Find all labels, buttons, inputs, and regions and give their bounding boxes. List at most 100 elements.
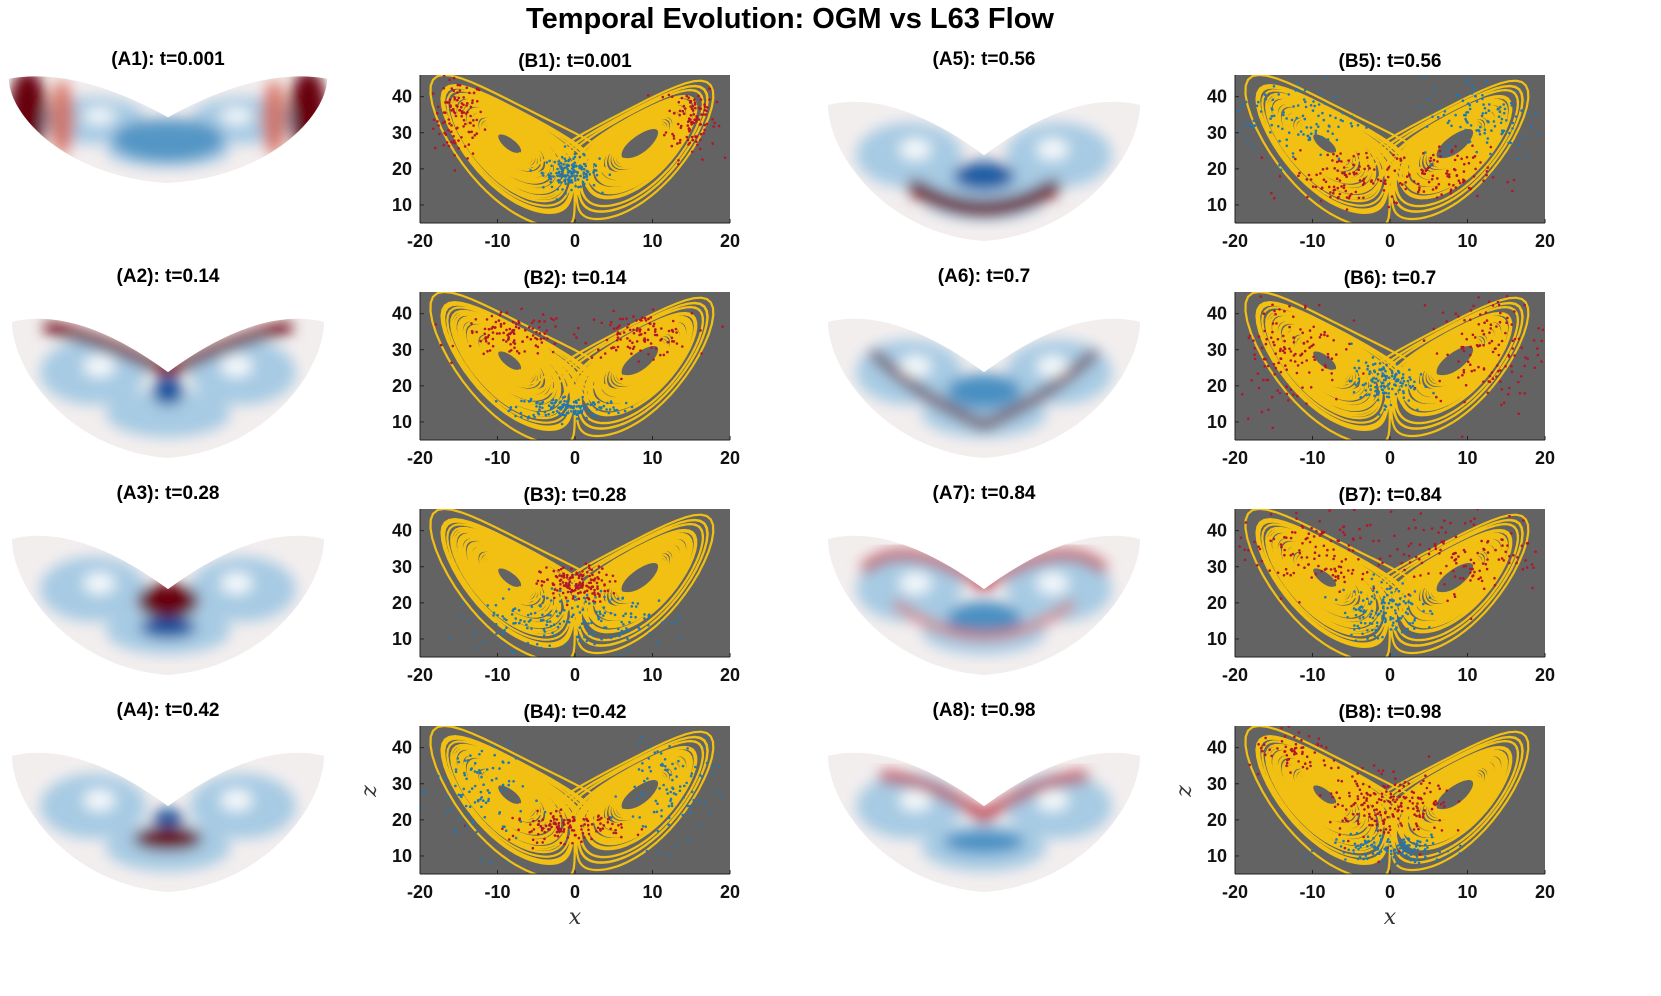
particle-point: [1466, 111, 1470, 114]
right-hole: [221, 789, 253, 811]
particle-point: [1533, 366, 1537, 370]
particle-point: [600, 579, 604, 582]
particle-point: [1379, 385, 1383, 388]
particle-point: [618, 654, 621, 657]
particle-point: [1429, 159, 1432, 163]
particle-point: [456, 98, 459, 102]
particle-point: [588, 602, 591, 605]
particle-point: [1515, 561, 1518, 565]
particle-point: [1419, 782, 1423, 785]
particle-point: [637, 626, 640, 629]
particle-point: [1462, 345, 1465, 349]
particle-point: [1389, 403, 1393, 407]
particle-point: [641, 735, 645, 739]
particle-point: [1422, 75, 1426, 78]
particle-point: [1323, 330, 1326, 334]
particle-point: [1394, 603, 1398, 606]
particle-point: [1371, 804, 1374, 808]
x-tick-label: 10: [1457, 882, 1477, 902]
particle-point: [1486, 137, 1490, 140]
particle-point: [536, 352, 540, 355]
particle-point: [691, 138, 695, 142]
particle-point: [585, 178, 589, 181]
particle-point: [541, 841, 544, 844]
particle-point: [573, 176, 577, 180]
particle-point: [1407, 782, 1410, 785]
particle-point: [1305, 402, 1308, 406]
particle-point: [1478, 133, 1482, 136]
particle-point: [1231, 505, 1234, 508]
particle-point: [565, 603, 569, 607]
particle-point: [1388, 554, 1392, 558]
particle-point: [1297, 563, 1300, 567]
particle-point: [1272, 114, 1276, 118]
particle-point: [1395, 587, 1398, 591]
particle-point: [1350, 124, 1354, 128]
particle-point: [1392, 795, 1395, 798]
particle-point: [1326, 334, 1329, 338]
particle-point: [1382, 367, 1386, 371]
particle-point: [583, 590, 587, 593]
particle-point: [479, 797, 482, 801]
particle-point: [1415, 805, 1418, 808]
particle-point: [1256, 772, 1260, 776]
particle-point: [646, 94, 650, 97]
particle-point: [609, 320, 613, 324]
particle-point: [1269, 336, 1273, 340]
particle-point: [1332, 557, 1335, 561]
particle-point: [1479, 576, 1482, 579]
particle-point: [463, 771, 466, 775]
particle-point: [1469, 579, 1472, 582]
particle-point: [1366, 629, 1369, 632]
particle-point: [617, 411, 620, 415]
particle-point: [670, 144, 674, 148]
particle-point: [691, 120, 694, 124]
particle-point: [1517, 143, 1521, 146]
particle-point: [1511, 121, 1515, 125]
particle-point: [1382, 378, 1386, 382]
particle-point: [562, 821, 565, 824]
particle-point: [1432, 158, 1436, 162]
y-tick-label: 20: [392, 810, 412, 830]
particle-point: [581, 583, 585, 587]
particle-point: [1278, 349, 1282, 353]
particle-point: [1508, 514, 1511, 518]
particle-point: [1347, 544, 1351, 547]
particle-point: [1388, 800, 1392, 804]
particle-point: [1372, 539, 1375, 543]
particle-point: [1481, 93, 1484, 97]
particle-point: [1368, 372, 1371, 376]
particle-point: [1476, 551, 1479, 555]
particle-point: [1386, 840, 1389, 843]
particle-point: [1492, 120, 1496, 123]
particle-point: [567, 582, 571, 585]
particle-point: [553, 342, 557, 346]
particle-point: [1314, 129, 1318, 133]
panel-title: (A7): t=0.84: [933, 483, 1036, 504]
particle-point: [1327, 185, 1331, 189]
particle-point: [1298, 601, 1301, 604]
particle-point: [1362, 616, 1365, 619]
y-tick-label: 30: [1207, 557, 1227, 577]
particle-point: [695, 120, 698, 123]
particle-point: [539, 337, 543, 341]
particle-point: [577, 576, 581, 580]
particle-point: [1266, 378, 1270, 382]
particle-point: [1244, 521, 1248, 524]
particle-point: [699, 98, 703, 101]
particle-point: [1371, 377, 1375, 380]
particle-point: [1408, 561, 1412, 564]
particle-point: [1463, 400, 1466, 404]
particle-point: [445, 141, 449, 144]
particle-point: [1268, 71, 1271, 74]
particle-point: [1329, 195, 1332, 199]
particle-point: [535, 582, 538, 585]
particle-point: [585, 639, 589, 643]
particle-point: [598, 593, 601, 596]
density-field: [828, 752, 1140, 892]
particle-point: [1465, 155, 1469, 159]
particle-point: [1251, 146, 1255, 149]
particle-point: [630, 352, 633, 356]
particle-point: [1361, 572, 1365, 576]
particle-point: [469, 121, 472, 125]
